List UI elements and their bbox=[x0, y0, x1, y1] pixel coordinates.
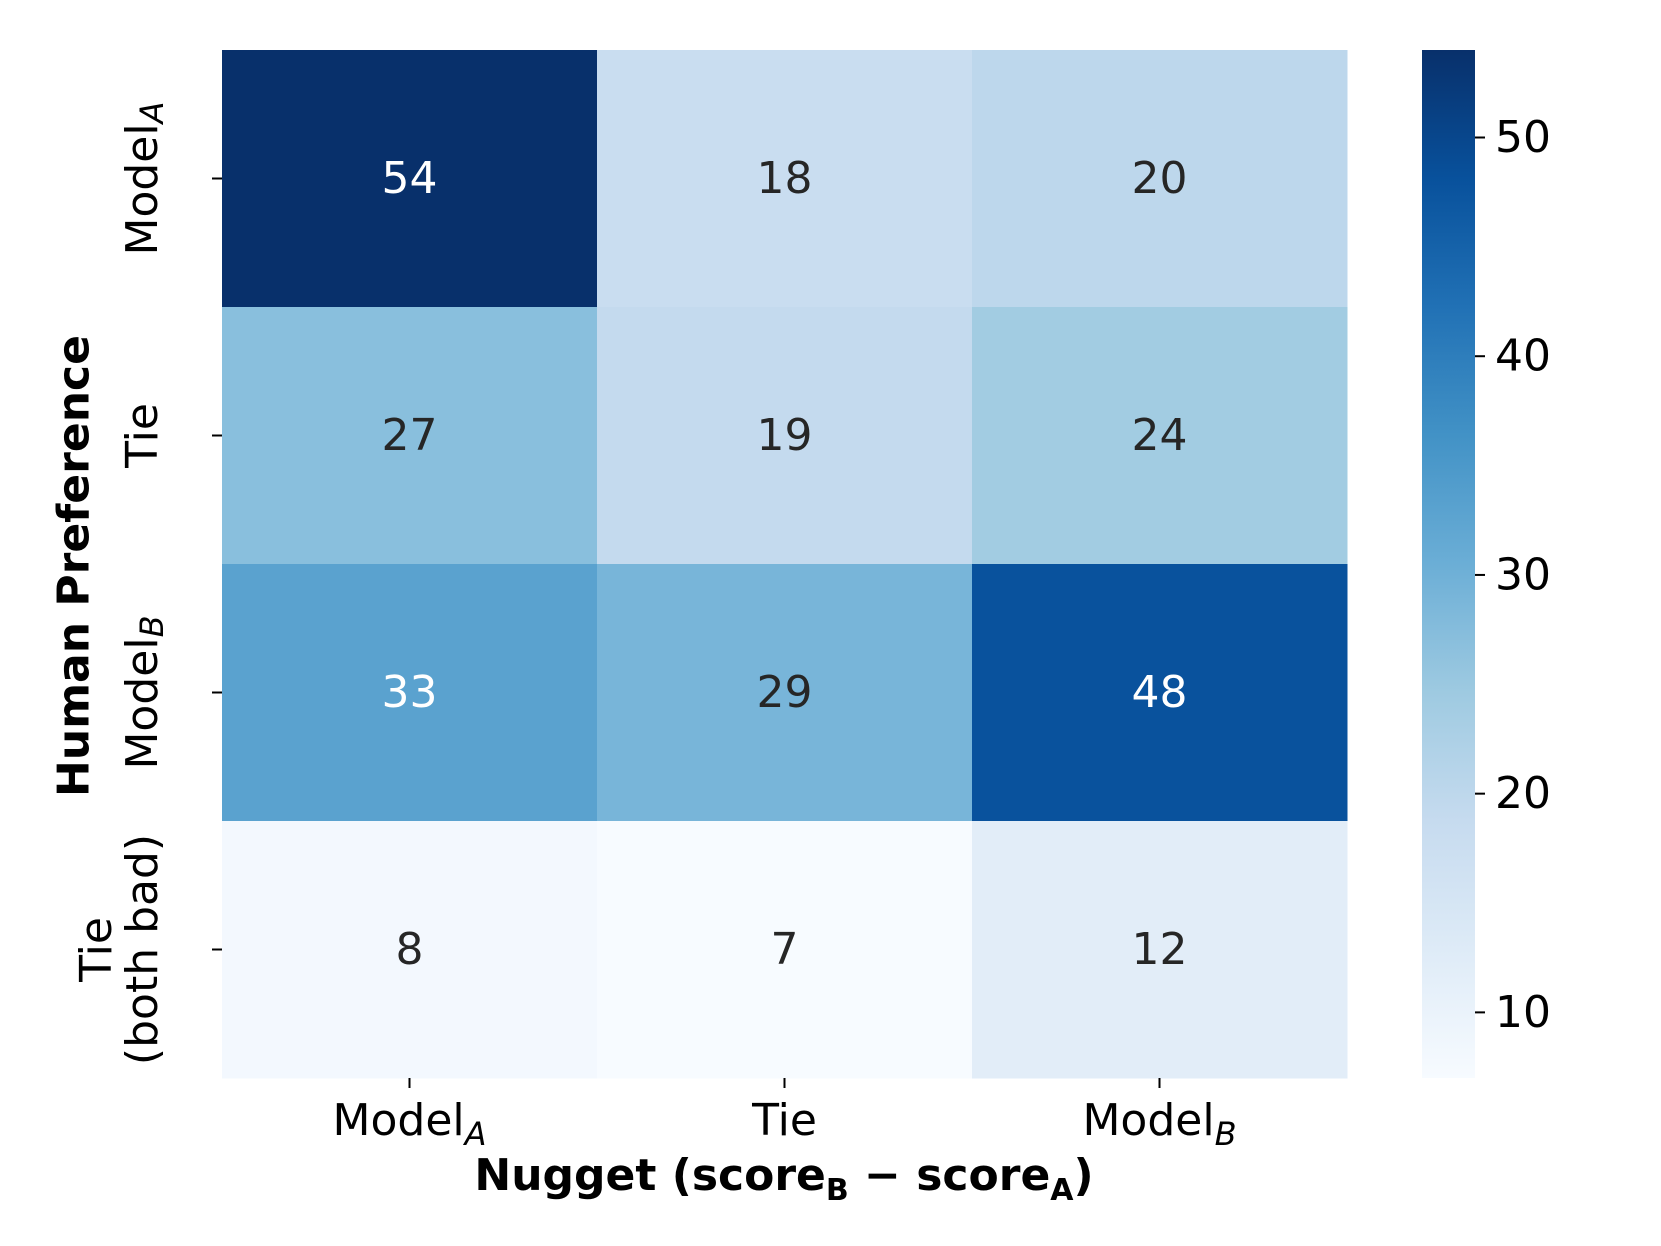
heatmap-cells bbox=[222, 50, 1348, 1079]
cell-value-label: 24 bbox=[1132, 410, 1188, 461]
colorbar-tick-label: 50 bbox=[1495, 112, 1551, 163]
cell-annotations: 54 18 20 27 19 24 33 29 48 8 7 12 bbox=[382, 153, 1188, 975]
y-tick-label: ModelB bbox=[117, 615, 172, 769]
colorbar-tick-label: 10 bbox=[1495, 987, 1551, 1038]
y-tick-label: Tie bbox=[71, 917, 122, 983]
cell-value-label: 48 bbox=[1132, 667, 1188, 718]
colorbar-gradient bbox=[1422, 50, 1475, 1078]
cell-value-label: 54 bbox=[382, 153, 438, 204]
x-axis: ModelA Tie ModelB bbox=[333, 1078, 1237, 1153]
cell-value-label: 20 bbox=[1132, 153, 1188, 204]
cell-value-label: 29 bbox=[757, 667, 813, 718]
cell-value-label: 18 bbox=[757, 153, 813, 204]
y-tick-label: Tie bbox=[117, 403, 168, 469]
heatmap-cell bbox=[597, 564, 973, 822]
heatmap-cell bbox=[972, 821, 1348, 1079]
y-tick-label: ModelA bbox=[117, 102, 172, 256]
cell-value-label: 8 bbox=[396, 924, 424, 975]
heatmap-cell bbox=[222, 50, 598, 308]
heatmap-cell bbox=[222, 821, 598, 1079]
x-axis-title: Nugget (scoreB − scoreA) bbox=[474, 1150, 1093, 1208]
heatmap-cell bbox=[597, 821, 973, 1079]
cell-value-label: 7 bbox=[771, 924, 799, 975]
colorbar-tick-label: 30 bbox=[1495, 549, 1551, 600]
colorbar-tick-label: 20 bbox=[1495, 768, 1551, 819]
heatmap-cell bbox=[972, 307, 1348, 565]
y-tick-label: (both bad) bbox=[117, 834, 168, 1065]
heatmap-cell bbox=[972, 564, 1348, 822]
cell-value-label: 27 bbox=[382, 410, 438, 461]
heatmap-cell bbox=[597, 307, 973, 565]
heatmap-cell bbox=[222, 307, 598, 565]
y-axis-title: Human Preference bbox=[49, 335, 100, 797]
heatmap-cell bbox=[597, 50, 973, 308]
heatmap-cell bbox=[222, 564, 598, 822]
cell-value-label: 12 bbox=[1132, 924, 1188, 975]
x-tick-label: ModelA bbox=[333, 1095, 487, 1153]
cell-value-label: 19 bbox=[757, 410, 813, 461]
x-tick-label: Tie bbox=[751, 1095, 817, 1146]
x-tick-label: ModelB bbox=[1082, 1095, 1236, 1153]
colorbar: 10 20 30 40 50 bbox=[1422, 50, 1551, 1078]
cell-value-label: 33 bbox=[382, 667, 438, 718]
colorbar-tick-label: 40 bbox=[1495, 331, 1551, 382]
heatmap-cell bbox=[972, 50, 1348, 308]
